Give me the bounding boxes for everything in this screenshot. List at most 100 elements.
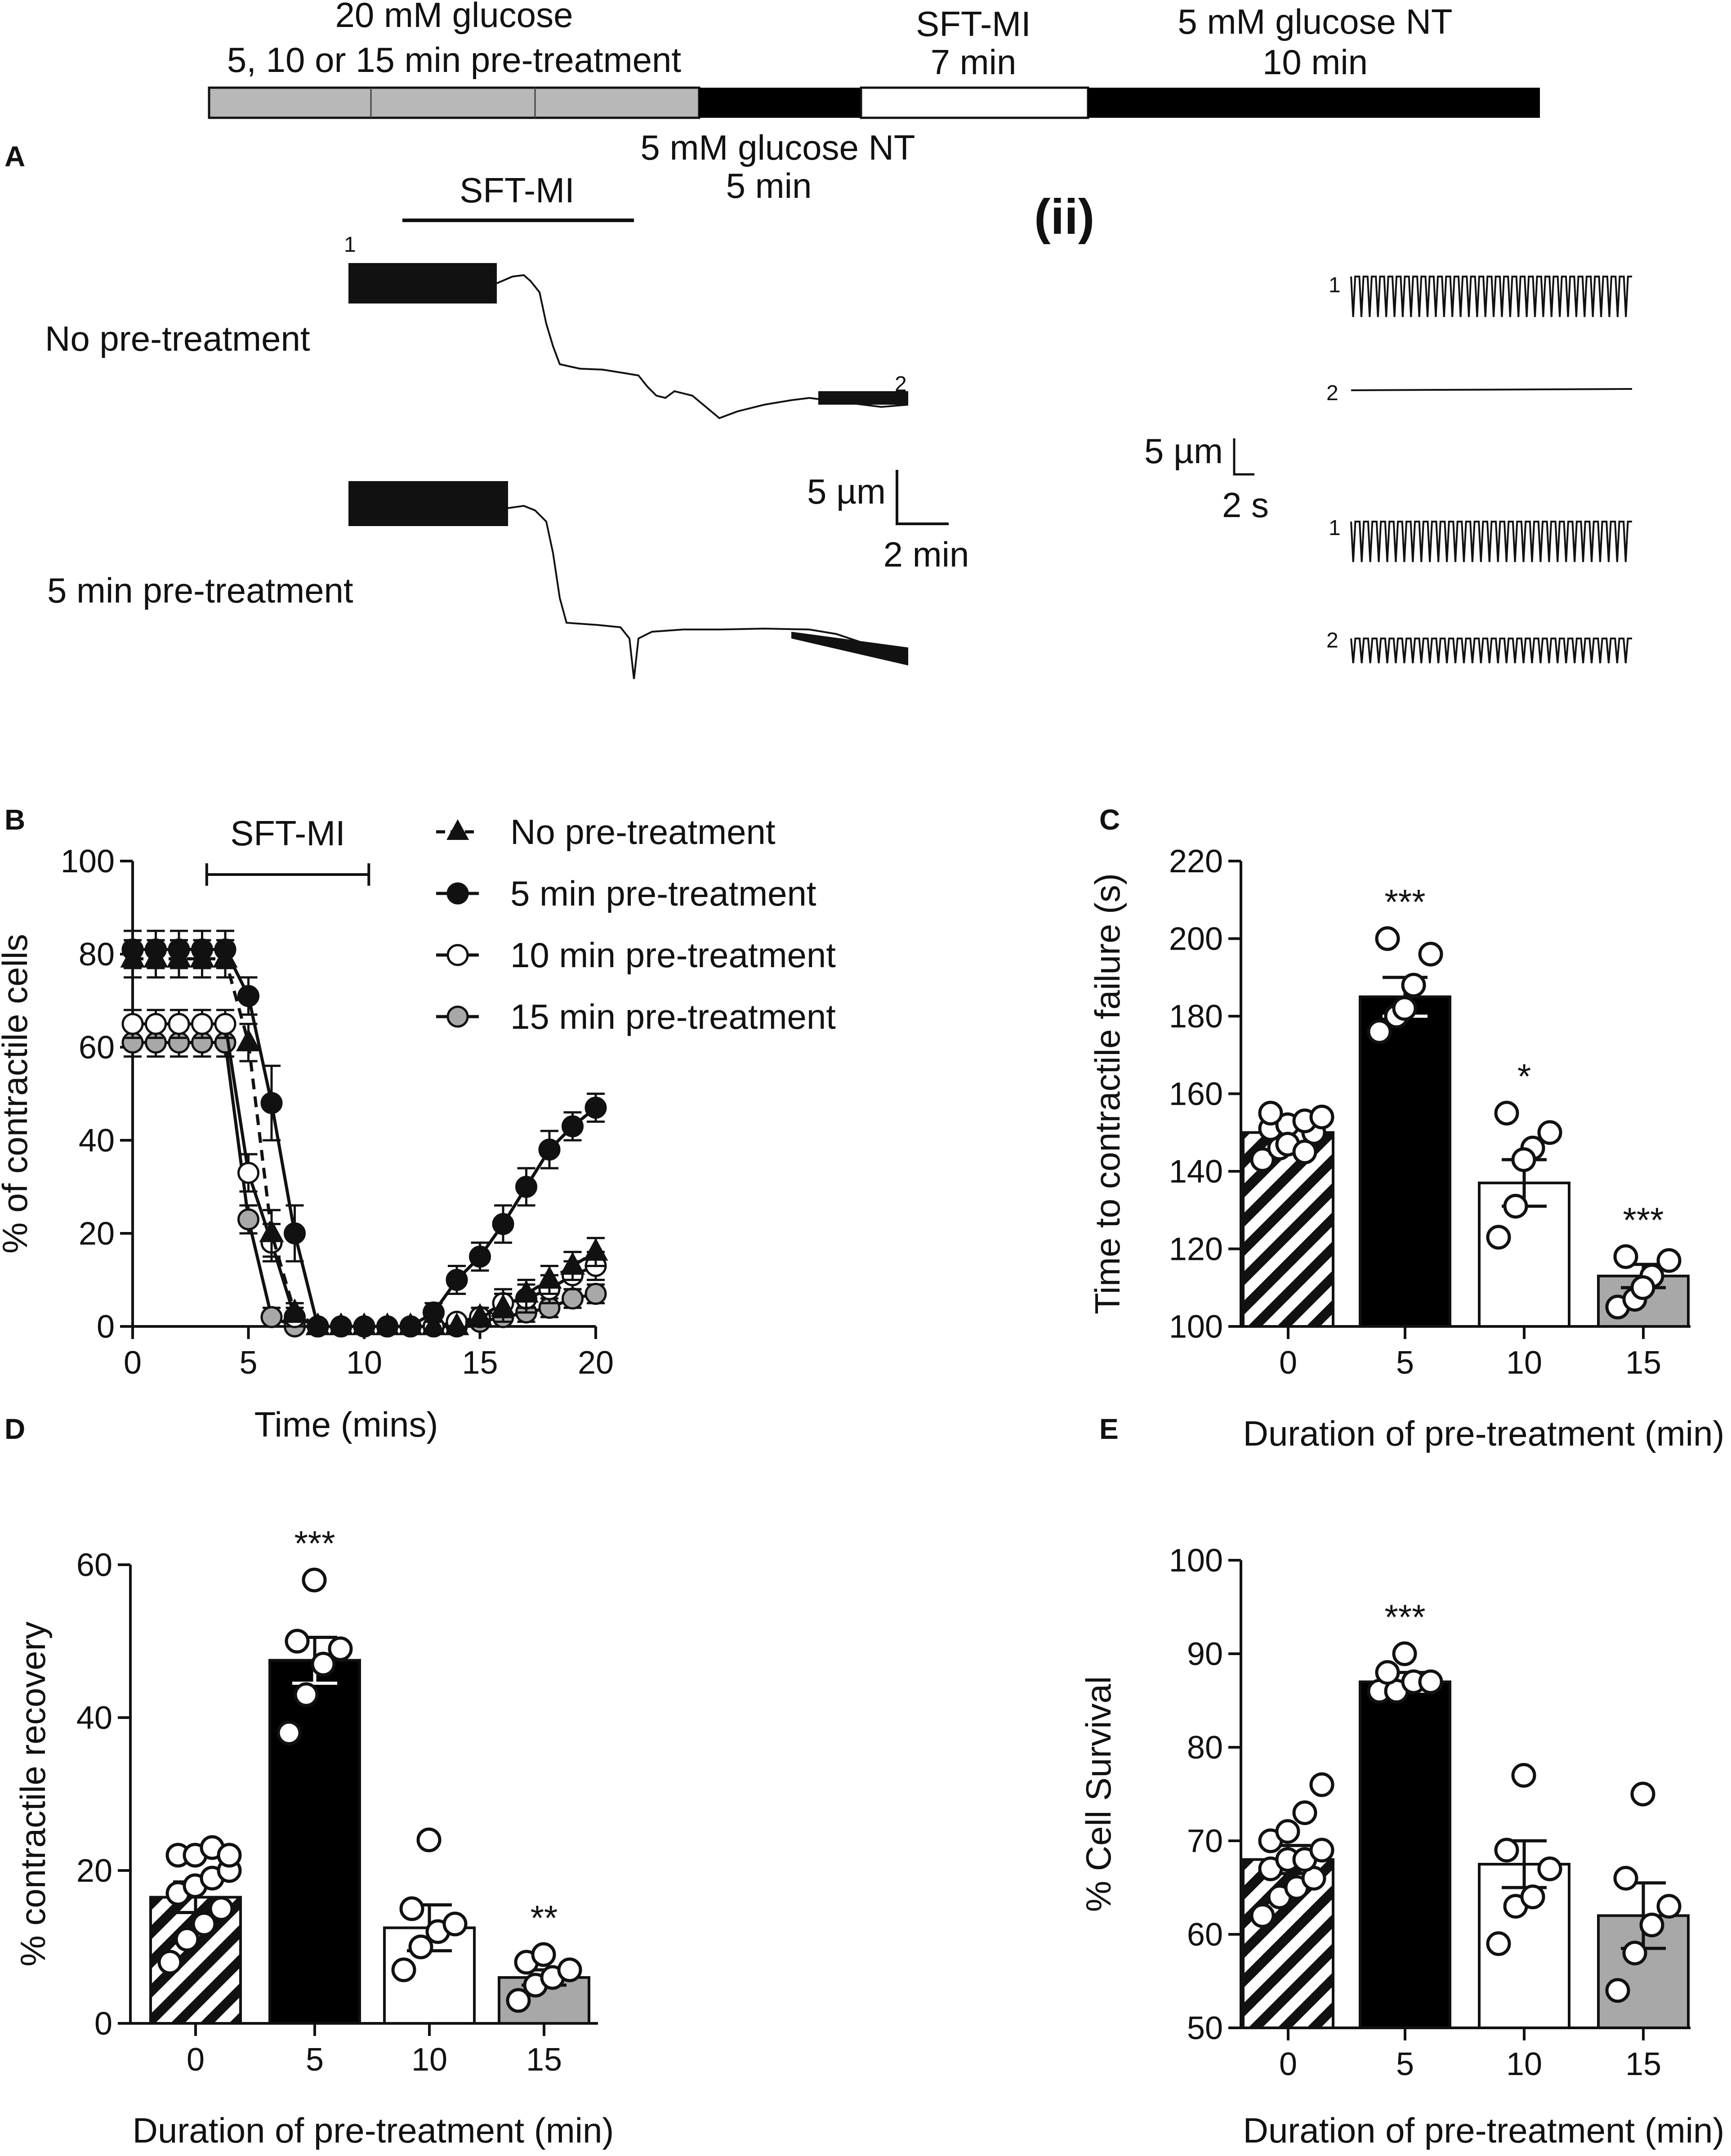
row2-label: 5 min pre-treatment: [47, 571, 353, 610]
significance-d: **: [531, 1898, 558, 1937]
scale-bar-a: [896, 470, 949, 525]
protocol-nt-before: 5 mM glucose NT: [640, 128, 915, 167]
zoom1-trace: [1350, 276, 1632, 317]
data-point-e: [1537, 1856, 1562, 1881]
sft-label-b: SFT-MI: [230, 813, 345, 853]
protocol-nt-before-dur: 5 min: [726, 166, 812, 205]
legend-marker: [446, 1005, 469, 1028]
data-point-b: [328, 1312, 354, 1335]
data-point-b: [583, 1238, 608, 1261]
data-point-b: [515, 1176, 537, 1198]
scale-y-label: 5 µm: [807, 472, 886, 511]
legend-marker: [446, 944, 469, 966]
x-tick-label-b: 0: [124, 1345, 142, 1381]
panel-a-ii: (ii): [1034, 189, 1094, 245]
legend-label: 10 min pre-treatment: [510, 935, 836, 975]
y-tick-label-b: 40: [79, 1123, 115, 1159]
data-point-b: [213, 945, 238, 968]
data-point-e: [1275, 1819, 1300, 1844]
x-tick-label-b: 15: [462, 1345, 498, 1381]
y-tick-label-e: 100: [1169, 1543, 1223, 1579]
data-point-d: [192, 1911, 217, 1937]
panel-e-letter: E: [1099, 1413, 1119, 1445]
y-tick-label-e: 90: [1187, 1636, 1223, 1672]
sft-bracket-b: [205, 863, 370, 886]
data-point-b: [469, 1245, 491, 1268]
data-point-c: [1375, 926, 1400, 951]
panel-b: B 0 20 40 60 80 100 0 5 10 15 20 Time (mins) % of co…: [0, 803, 836, 1444]
panel-d-letter: D: [4, 1413, 25, 1445]
data-point-b: [259, 1219, 284, 1242]
legend-label: No pre-treatment: [510, 812, 776, 852]
zoom1-flat-trace: [1351, 388, 1633, 391]
protocol-glucose20: 20 mM glucose: [335, 0, 573, 35]
data-point-b: [145, 1013, 167, 1035]
y-tick-label-d: 0: [94, 2006, 112, 2042]
data-point-d: [209, 1896, 234, 1921]
y-tick-label-d: 20: [76, 1853, 112, 1889]
data-point-c: [1367, 1019, 1392, 1044]
zoom1-mark-2: 2: [1326, 381, 1338, 405]
data-point-c: [1309, 1104, 1334, 1129]
data-point-b: [538, 1138, 561, 1161]
data-point-d: [328, 1636, 353, 1661]
panel-c: C 100 120 140 160 180 200 220 0 5 *** 10 * 15 *** Dura…: [1088, 803, 1724, 1453]
data-point-b: [237, 1208, 259, 1231]
legend-marker: [446, 819, 469, 840]
data-point-b: [562, 1115, 584, 1138]
x-tick-label-c: 5: [1396, 1345, 1414, 1381]
y-tick-label-b: 100: [61, 844, 115, 879]
x-tick-label-c: 15: [1625, 1345, 1661, 1381]
data-point-b: [237, 985, 259, 1007]
zoom2-mark-1: 1: [1329, 516, 1341, 540]
data-point-b: [121, 1013, 144, 1035]
data-point-b: [305, 1312, 330, 1335]
data-point-c: [1250, 1147, 1275, 1172]
data-point-d: [277, 1720, 302, 1745]
x-axis-label-d: Duration of pre-treatment (min): [133, 2111, 614, 2150]
data-point-b: [237, 1161, 259, 1184]
data-point-e: [1630, 1781, 1655, 1807]
data-point-b: [375, 1312, 400, 1335]
data-point-e: [1375, 1660, 1400, 1685]
significance-e: ***: [1384, 1597, 1425, 1637]
data-point-e: [1639, 1912, 1664, 1937]
panel-a: A SFT-MI No pre-treatment 5 min pre-trea…: [4, 140, 1633, 679]
data-point-b: [421, 1312, 446, 1335]
y-tick-label-b: 0: [97, 1309, 115, 1345]
data-point-e: [1511, 1763, 1536, 1788]
data-point-b: [562, 1287, 584, 1310]
data-point-d: [157, 1950, 183, 1975]
trace2-recovery: [791, 632, 908, 665]
data-point-b: [214, 1013, 236, 1035]
y-tick-label-b: 80: [79, 937, 115, 973]
data-point-d: [557, 1957, 582, 1982]
data-point-b: [467, 1303, 493, 1326]
x-tick-label-b: 10: [346, 1345, 382, 1381]
data-point-c: [1486, 1225, 1511, 1250]
panel-c-letter: C: [1099, 803, 1120, 836]
y-tick-label-e: 60: [1187, 1917, 1223, 1953]
data-point-d: [416, 1827, 442, 1852]
panel-b-letter: B: [4, 803, 25, 836]
data-point-b: [352, 1312, 377, 1335]
data-point-b: [491, 1294, 516, 1317]
data-point-c: [1258, 1101, 1283, 1126]
data-point-b: [446, 1269, 468, 1291]
y-tick-label-c: 120: [1169, 1232, 1223, 1268]
data-point-c: [1494, 1101, 1519, 1126]
y-tick-label-e: 70: [1187, 1823, 1223, 1859]
data-point-e: [1292, 1800, 1317, 1826]
y-axis-label-e: % Cell Survival: [1079, 1676, 1118, 1912]
data-point-b: [166, 945, 192, 968]
scale-bar-zoom: [1233, 438, 1254, 476]
y-tick-label-c: 100: [1169, 1309, 1223, 1345]
data-point-d: [399, 1896, 424, 1921]
nt-before-bar: [699, 88, 861, 118]
x-axis-label-c: Duration of pre-treatment (min): [1243, 1414, 1725, 1453]
zoom2-damped-trace: [1350, 638, 1632, 664]
sft-bar: [860, 86, 1089, 119]
x-tick-label-e: 0: [1279, 2046, 1297, 2082]
x-tick-label-e: 15: [1625, 2046, 1661, 2082]
